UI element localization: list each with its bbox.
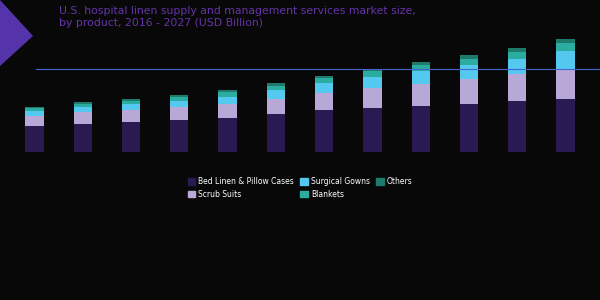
Bar xyxy=(74,124,92,152)
Bar xyxy=(460,65,478,79)
Bar xyxy=(170,97,188,101)
Bar xyxy=(25,111,44,116)
Bar xyxy=(315,93,334,110)
Bar xyxy=(508,101,526,152)
Bar xyxy=(363,77,382,88)
Bar xyxy=(556,43,575,51)
Bar xyxy=(122,122,140,152)
Bar xyxy=(170,107,188,120)
Bar xyxy=(315,110,334,152)
Bar xyxy=(218,97,237,104)
Bar xyxy=(363,71,382,77)
Bar xyxy=(218,90,237,92)
Bar xyxy=(556,68,575,98)
Bar xyxy=(363,68,382,71)
Bar xyxy=(122,104,140,110)
Bar xyxy=(508,48,526,52)
Bar xyxy=(412,62,430,65)
Bar xyxy=(315,76,334,78)
Bar xyxy=(122,101,140,104)
Bar xyxy=(74,107,92,112)
Legend: Bed Linen & Pillow Cases, Scrub Suits, Surgical Gowns, Blankets, Others: Bed Linen & Pillow Cases, Scrub Suits, S… xyxy=(185,174,415,202)
Bar xyxy=(266,114,285,152)
Bar xyxy=(266,83,285,86)
Bar xyxy=(122,99,140,101)
Bar xyxy=(363,88,382,108)
Bar xyxy=(74,104,92,107)
Bar xyxy=(170,101,188,107)
Bar xyxy=(412,65,430,71)
Bar xyxy=(218,118,237,152)
Bar xyxy=(315,83,334,93)
Bar xyxy=(460,58,478,65)
Bar xyxy=(363,108,382,152)
Bar xyxy=(25,126,44,152)
Bar xyxy=(508,74,526,101)
Bar xyxy=(412,84,430,106)
Bar xyxy=(266,90,285,98)
Bar xyxy=(170,120,188,152)
Bar xyxy=(266,98,285,114)
Bar xyxy=(460,79,478,104)
Bar xyxy=(412,106,430,152)
Bar xyxy=(266,86,285,90)
Bar xyxy=(460,55,478,58)
Bar xyxy=(218,92,237,97)
Bar xyxy=(170,95,188,97)
Bar xyxy=(122,110,140,122)
Bar xyxy=(556,39,575,43)
Bar xyxy=(508,52,526,59)
Bar xyxy=(412,71,430,84)
Bar xyxy=(25,116,44,126)
Bar xyxy=(25,108,44,111)
Bar xyxy=(74,112,92,124)
Bar xyxy=(25,106,44,108)
Bar xyxy=(315,78,334,83)
Bar xyxy=(508,59,526,74)
Bar xyxy=(218,104,237,118)
Text: U.S. hospital linen supply and management services market size,
by product, 2016: U.S. hospital linen supply and managemen… xyxy=(59,6,415,28)
Bar xyxy=(556,51,575,68)
Bar xyxy=(460,104,478,152)
Bar xyxy=(556,98,575,152)
Bar xyxy=(74,102,92,104)
